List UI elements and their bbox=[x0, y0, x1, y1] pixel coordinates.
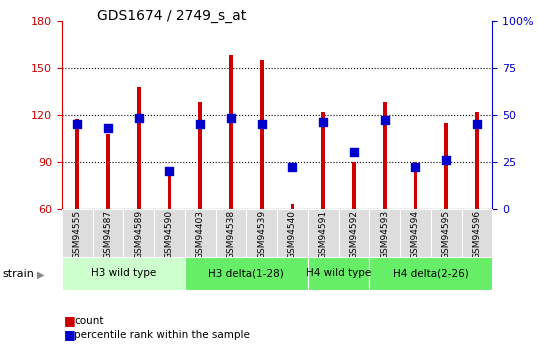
Bar bbox=[431, 209, 462, 257]
Bar bbox=[185, 257, 308, 290]
Point bbox=[226, 116, 235, 121]
Text: count: count bbox=[74, 316, 104, 326]
Point bbox=[165, 168, 174, 174]
Point bbox=[380, 118, 389, 123]
Text: ■: ■ bbox=[63, 314, 75, 327]
Bar bbox=[369, 257, 492, 290]
Bar bbox=[229, 55, 233, 209]
Bar bbox=[216, 209, 246, 257]
Point bbox=[257, 121, 266, 127]
Text: GSM94592: GSM94592 bbox=[349, 210, 358, 259]
Bar bbox=[277, 209, 308, 257]
Point bbox=[134, 116, 143, 121]
Text: GSM94594: GSM94594 bbox=[411, 210, 420, 259]
Text: H3 delta(1-28): H3 delta(1-28) bbox=[208, 268, 284, 278]
Text: ■: ■ bbox=[63, 328, 75, 341]
Bar bbox=[444, 122, 448, 209]
Text: GSM94590: GSM94590 bbox=[165, 210, 174, 259]
Bar bbox=[123, 209, 154, 257]
Bar bbox=[185, 209, 216, 257]
Bar bbox=[369, 209, 400, 257]
Bar bbox=[400, 209, 431, 257]
Text: GSM94591: GSM94591 bbox=[318, 210, 328, 259]
Bar bbox=[199, 102, 202, 209]
Bar bbox=[246, 209, 277, 257]
Bar bbox=[321, 111, 325, 209]
Text: GDS1674 / 2749_s_at: GDS1674 / 2749_s_at bbox=[97, 9, 246, 23]
Bar bbox=[62, 257, 185, 290]
Bar bbox=[106, 134, 110, 209]
Bar bbox=[414, 162, 417, 209]
Text: GSM94538: GSM94538 bbox=[226, 210, 236, 259]
Text: H4 delta(2-26): H4 delta(2-26) bbox=[393, 268, 469, 278]
Bar bbox=[475, 111, 479, 209]
Text: GSM94587: GSM94587 bbox=[103, 210, 112, 259]
Bar bbox=[352, 162, 356, 209]
Bar bbox=[308, 209, 338, 257]
Text: strain: strain bbox=[3, 269, 34, 279]
Text: ▶: ▶ bbox=[37, 269, 44, 279]
Bar bbox=[462, 209, 492, 257]
Point bbox=[350, 150, 358, 155]
Text: GSM94595: GSM94595 bbox=[442, 210, 451, 259]
Text: H4 wild type: H4 wild type bbox=[306, 268, 371, 278]
Bar bbox=[75, 119, 79, 209]
Text: GSM94555: GSM94555 bbox=[73, 210, 82, 259]
Point bbox=[73, 121, 82, 127]
Text: GSM94403: GSM94403 bbox=[196, 210, 205, 259]
Bar bbox=[308, 257, 369, 290]
Bar bbox=[291, 204, 294, 209]
Text: H3 wild type: H3 wild type bbox=[91, 268, 156, 278]
Text: percentile rank within the sample: percentile rank within the sample bbox=[74, 330, 250, 339]
Bar bbox=[62, 209, 93, 257]
Bar bbox=[168, 174, 171, 209]
Point bbox=[411, 165, 420, 170]
Bar bbox=[93, 209, 123, 257]
Point bbox=[472, 121, 481, 127]
Point bbox=[288, 165, 297, 170]
Point bbox=[104, 125, 112, 131]
Bar bbox=[338, 209, 369, 257]
Point bbox=[319, 119, 328, 125]
Bar bbox=[154, 209, 185, 257]
Point bbox=[196, 121, 204, 127]
Text: GSM94539: GSM94539 bbox=[257, 210, 266, 259]
Point bbox=[442, 157, 450, 162]
Text: GSM94593: GSM94593 bbox=[380, 210, 389, 259]
Text: GSM94596: GSM94596 bbox=[472, 210, 482, 259]
Bar bbox=[260, 60, 264, 209]
Text: GSM94589: GSM94589 bbox=[134, 210, 143, 259]
Text: GSM94540: GSM94540 bbox=[288, 210, 297, 259]
Bar bbox=[383, 102, 386, 209]
Bar bbox=[137, 87, 140, 209]
